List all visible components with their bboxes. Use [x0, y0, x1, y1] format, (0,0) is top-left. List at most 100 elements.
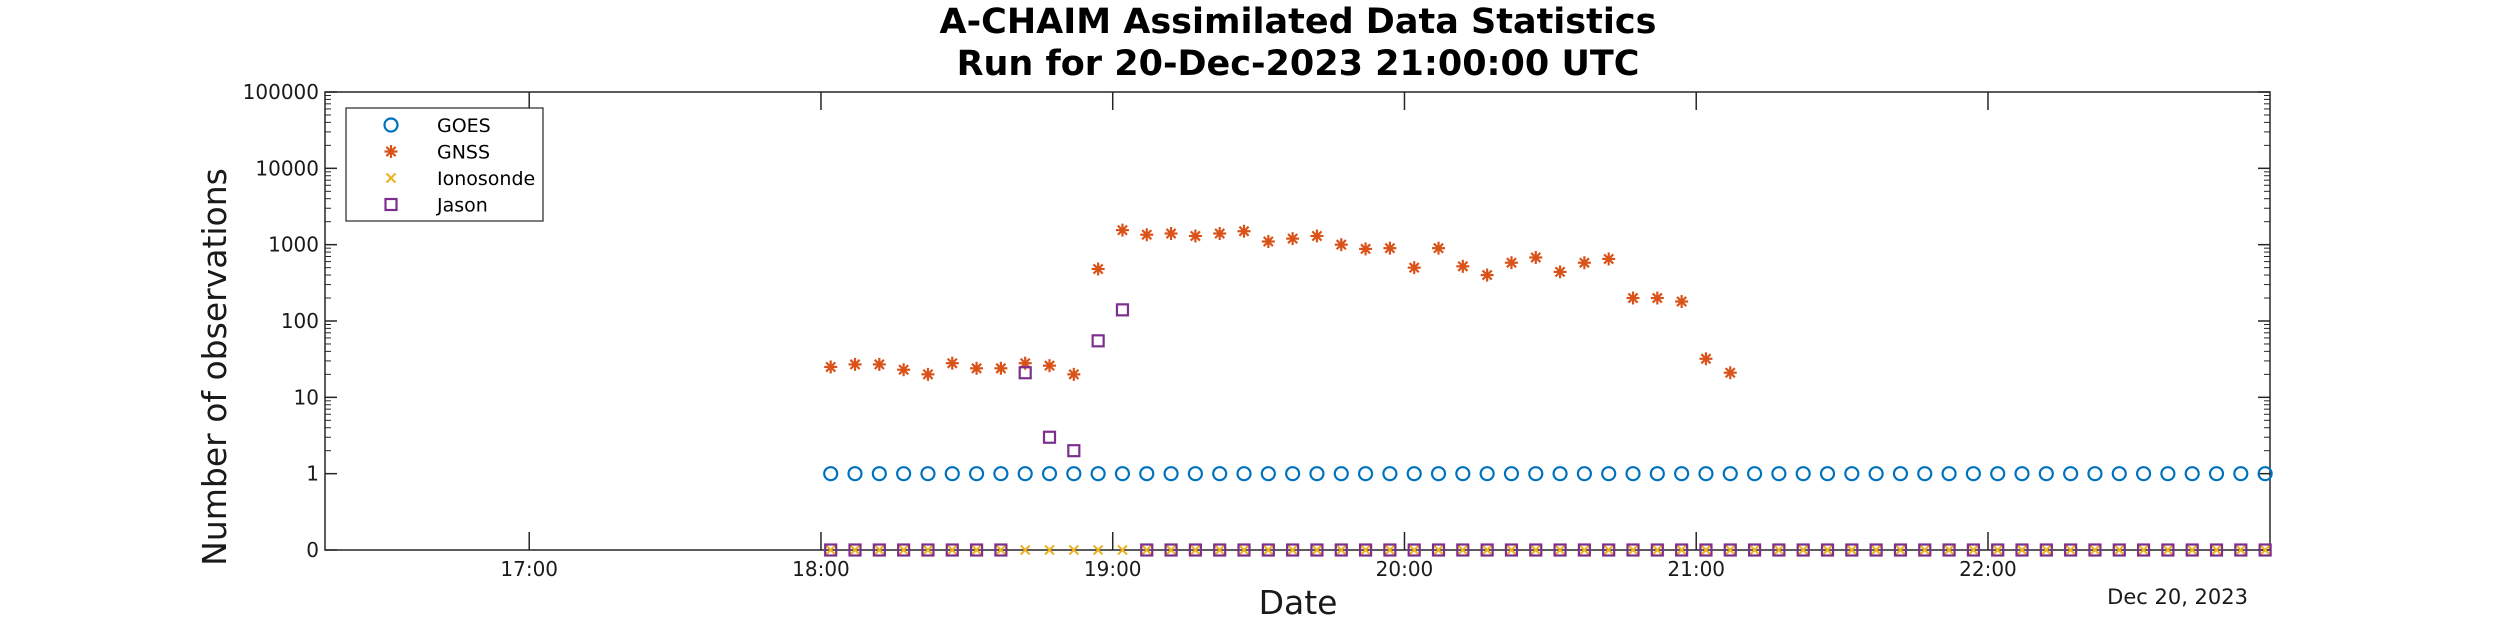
x-axis-label: Date [1259, 583, 1338, 622]
goes-point [1649, 466, 1665, 482]
ionosonde-point [1846, 544, 1858, 556]
jason-point [1480, 543, 1494, 557]
gnss-point [872, 357, 886, 371]
ionosonde-point [1287, 544, 1298, 556]
ionosonde-point [1190, 544, 1201, 556]
gnss-point [1043, 359, 1057, 373]
jason-point [2112, 543, 2126, 557]
x-axis-date-note: Dec 20, 2023 [2107, 585, 2248, 609]
jason-point [1699, 543, 1713, 557]
goes-point [2111, 466, 2127, 482]
jason-point [1115, 303, 1130, 317]
ionosonde-point [874, 544, 885, 556]
jason-point [1529, 543, 1543, 557]
gnss-point [1334, 238, 1348, 252]
jason-point [1188, 543, 1202, 557]
goes-point [1528, 466, 1544, 482]
ionosonde-point [1554, 544, 1566, 556]
ionosonde-point [1919, 544, 1930, 556]
jason-point [1675, 543, 1689, 557]
gnss-point [1723, 366, 1737, 380]
jason-point [2209, 543, 2224, 557]
ionosonde-point [1384, 544, 1396, 556]
gnss-point [1067, 367, 1081, 381]
y-axis: 0 1 10 100 1000 10000 100000 [243, 80, 2270, 562]
gnss-point [1407, 261, 1421, 275]
jason-point [2161, 543, 2175, 557]
ionosonde-point [1725, 544, 1736, 556]
ionosonde-point [1214, 544, 1225, 556]
ionosonde-point [1627, 544, 1639, 556]
goes-point [2208, 466, 2225, 482]
ionosonde-point [2259, 544, 2271, 556]
ionosonde-point [1068, 544, 1080, 556]
gnss-point [1553, 265, 1567, 279]
ionosonde-point [898, 544, 909, 556]
jason-point [1650, 543, 1664, 557]
ionosonde-point [1579, 544, 1590, 556]
goes-point [1698, 466, 1714, 482]
ionosonde-point [1652, 544, 1663, 556]
legend-marker-gnss [384, 145, 398, 158]
gnss-point [1091, 262, 1105, 276]
y-tick-label: 1 [306, 462, 319, 486]
ionosonde-point [1506, 544, 1517, 556]
ionosonde-point [1992, 544, 2003, 556]
jason-point [1334, 543, 1348, 557]
goes-point [993, 466, 1009, 482]
goes-point [1771, 466, 1787, 482]
goes-point [1819, 466, 1836, 482]
gnss-point [1310, 229, 1324, 243]
legend-marker-jason [384, 197, 398, 212]
x-tick-label: 21:00 [1667, 557, 1725, 581]
jason-point [2185, 543, 2199, 557]
goes-point [2160, 466, 2176, 482]
gnss-point [824, 360, 838, 374]
ionosonde-point [2186, 544, 2198, 556]
jason-point [824, 543, 838, 557]
jason-point [1261, 543, 1275, 557]
ionosonde-point [2138, 544, 2149, 556]
jason-point [1407, 543, 1421, 557]
goes-point [1066, 466, 1082, 482]
jason-point [1237, 543, 1251, 557]
goes-point [1041, 466, 1058, 482]
y-tick-label: 10 [294, 385, 319, 409]
ionosonde-point [1408, 544, 1420, 556]
y-axis-label: Number of observations [195, 168, 234, 566]
legend-marker-ionosonde [385, 172, 397, 184]
goes-point [920, 466, 936, 482]
goes-point [1552, 466, 1568, 482]
gnss-point [1140, 228, 1154, 242]
ionosonde-point [1530, 544, 1541, 556]
jason-point [1042, 430, 1057, 444]
gnss-point [1602, 252, 1616, 266]
goes-point [944, 466, 960, 482]
ionosonde-point [825, 544, 836, 556]
y-tick-label: 1000 [268, 233, 319, 257]
jason-point [1067, 444, 1081, 458]
gnss-point [1699, 352, 1713, 366]
ionosonde-point [1165, 544, 1177, 556]
gnss-point [1383, 241, 1397, 255]
goes-point [1601, 466, 1617, 482]
goes-point [1576, 466, 1592, 482]
gnss-point [1115, 223, 1129, 237]
gnss-point [1577, 256, 1591, 270]
ionosonde-point [1019, 544, 1031, 556]
goes-point [1917, 466, 1933, 482]
jason-point [1626, 543, 1640, 557]
goes-point [2087, 466, 2103, 482]
jason-point [1213, 543, 1227, 557]
legend-label: Ionosonde [437, 168, 535, 190]
gnss-point [970, 361, 984, 375]
legend-marker-goes [383, 117, 399, 133]
jason-point [1966, 543, 1980, 557]
jason-point [1553, 543, 1567, 557]
jason-point [1820, 543, 1835, 557]
goes-point [2184, 466, 2200, 482]
jason-point [2064, 543, 2078, 557]
jason-point [1286, 543, 1300, 557]
legend-label: GNSS [437, 142, 490, 164]
gnss-point [1213, 227, 1227, 241]
